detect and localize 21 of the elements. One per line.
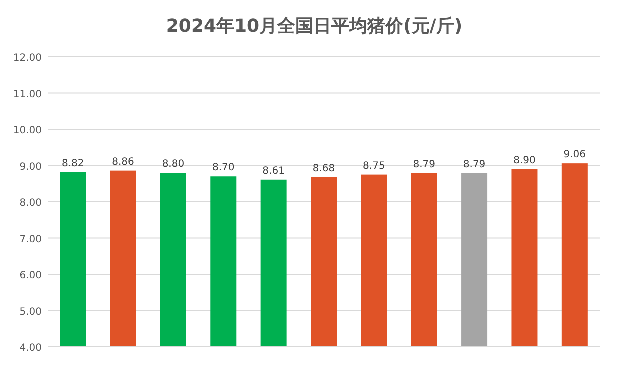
y-tick-label: 10.00	[13, 126, 42, 136]
chart-title: 2024年10月全国日平均猪价(元/斤)	[166, 16, 463, 37]
data-label: 8.70	[212, 162, 235, 174]
data-label: 8.79	[463, 159, 486, 170]
data-label: 8.79	[413, 159, 436, 170]
y-tick-label: 8.00	[20, 198, 42, 209]
data-label: 9.06	[564, 150, 586, 161]
data-label: 8.90	[514, 155, 536, 166]
data-label: 8.80	[162, 159, 185, 170]
data-label: 8.61	[262, 166, 285, 177]
y-tick-label: 6.00	[20, 270, 42, 282]
data-label: 8.86	[112, 156, 134, 168]
y-tick-label: 12.00	[13, 53, 42, 64]
y-tick-label: 5.00	[20, 306, 42, 318]
y-tick-label: 4.00	[20, 343, 42, 354]
y-tick-label: 9.00	[20, 162, 42, 173]
y-tick-label: 11.00	[13, 89, 42, 100]
data-label: 8.68	[312, 163, 336, 174]
y-tick-label: 7.00	[20, 234, 42, 246]
data-label: 8.75	[363, 160, 386, 172]
data-label: 8.82	[62, 158, 84, 170]
